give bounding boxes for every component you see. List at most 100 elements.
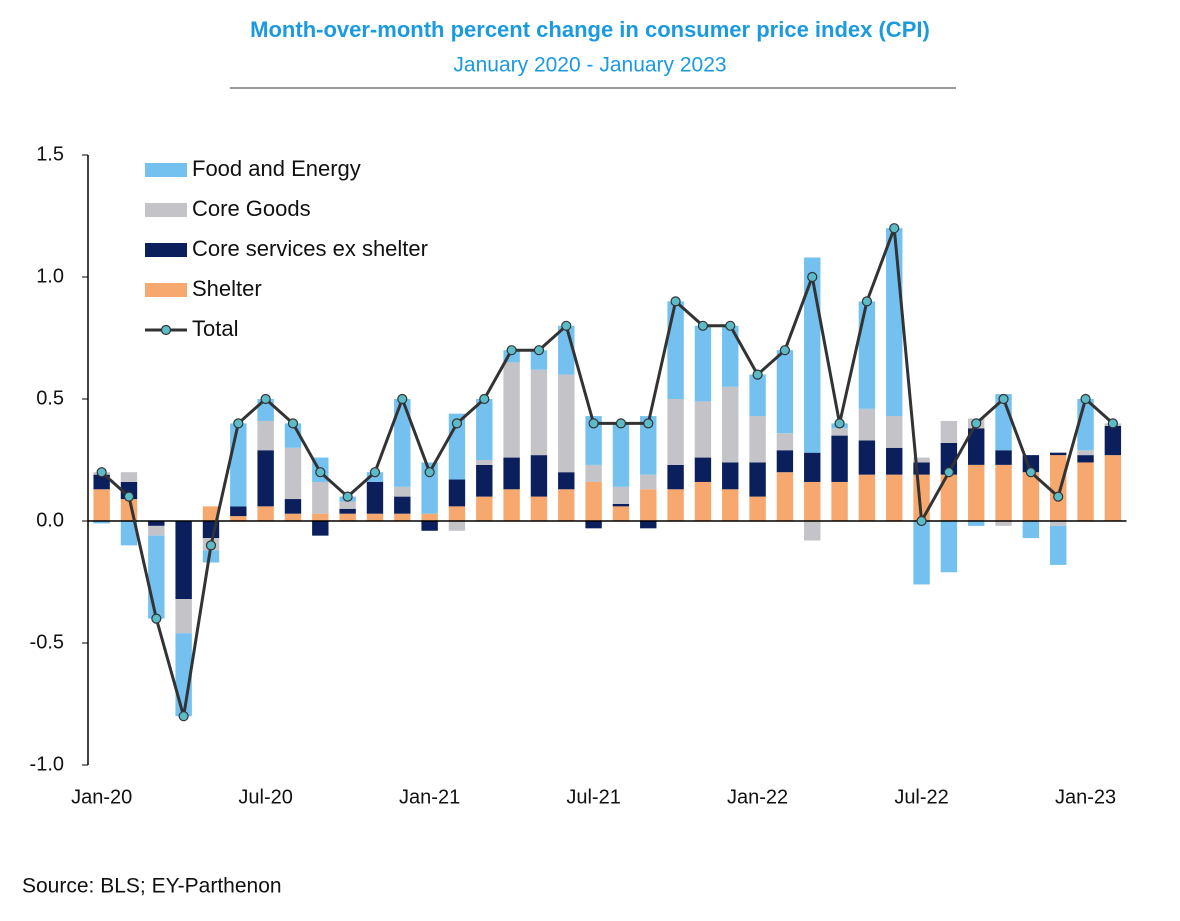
bar-segment: [612, 423, 630, 487]
bar-segment: [175, 599, 192, 634]
bar-segment: [366, 481, 384, 514]
x-tick-label: Jan-22: [727, 786, 788, 808]
bar-segment: [1077, 455, 1094, 463]
y-tick-label: 0.5: [36, 387, 64, 409]
legend-swatch: [145, 243, 187, 257]
bar-segment: [968, 521, 985, 526]
bar-segment: [585, 481, 602, 521]
bar-segment: [202, 550, 220, 563]
bar-segment: [776, 350, 794, 434]
total-marker: [807, 271, 818, 283]
bar-segment: [585, 521, 602, 529]
legend-label: Shelter: [192, 276, 262, 301]
bar-segment: [612, 503, 630, 507]
bar-segment: [230, 506, 247, 517]
bar-segment: [749, 496, 766, 521]
total-marker: [151, 613, 162, 624]
bar-segment: [831, 428, 848, 436]
bar-segment: [968, 428, 985, 465]
bar-segment: [995, 450, 1012, 465]
legend-label: Core services ex shelter: [192, 236, 428, 261]
bar-segment: [995, 464, 1012, 521]
y-tick-label: -1.0: [30, 753, 64, 775]
bar-segment: [558, 489, 575, 521]
total-marker: [943, 467, 954, 478]
total-marker: [971, 418, 982, 429]
bar-segment: [448, 479, 466, 507]
total-marker: [643, 418, 654, 429]
bar-segment: [284, 499, 302, 514]
y-tick-label: -0.5: [30, 631, 64, 653]
bar-segment: [257, 450, 274, 507]
bar-segment: [230, 423, 247, 507]
bar-segment: [394, 513, 411, 521]
x-tick-label: Jul-21: [566, 786, 620, 808]
legend-swatch: [145, 163, 187, 177]
total-marker: [1053, 491, 1064, 502]
bar-segment: [120, 521, 138, 546]
total-marker: [916, 515, 927, 527]
total-marker: [506, 345, 517, 356]
bar-segment: [776, 472, 794, 521]
bar-segment: [503, 362, 520, 458]
bar-segment: [640, 474, 657, 490]
bar-segment: [175, 521, 192, 600]
x-tick-label: Jul-20: [238, 786, 292, 808]
bar-segment: [722, 386, 739, 463]
y-tick-label: 1.5: [36, 143, 64, 165]
bar-segment: [421, 513, 438, 521]
bar-segment: [886, 228, 903, 417]
bar-segment: [93, 489, 110, 521]
total-marker: [233, 418, 244, 429]
bar-segment: [1077, 450, 1094, 456]
bar-segment: [585, 416, 602, 465]
bar-segment: [886, 474, 903, 521]
bar-segment: [202, 506, 220, 521]
x-tick-label: Jan-23: [1055, 786, 1116, 808]
bar-segment: [1022, 472, 1040, 521]
bar-segment: [530, 496, 548, 521]
bar-segment: [831, 435, 848, 482]
bar-segment: [1050, 455, 1067, 521]
bar-segment: [776, 433, 794, 451]
bar-segment: [448, 521, 466, 531]
bar-segment: [312, 521, 329, 536]
bar-segment: [667, 464, 684, 490]
bar-segment: [858, 301, 876, 409]
bar-segment: [312, 513, 329, 521]
bar-segment: [120, 472, 138, 482]
total-marker: [369, 467, 381, 478]
total-marker: [670, 296, 681, 307]
total-marker: [260, 393, 271, 405]
bar-segment: [257, 420, 274, 451]
bar-segment: [1077, 462, 1094, 521]
bar-segment: [1022, 521, 1040, 539]
chart-title: Month-over-month percent change in consu…: [250, 17, 930, 42]
bar-segment: [640, 489, 657, 521]
total-marker: [479, 393, 490, 405]
total-marker: [889, 223, 900, 234]
bar-segment: [93, 474, 110, 490]
bar-segment: [558, 374, 575, 473]
legend-swatch: [145, 283, 187, 297]
bar-segment: [612, 486, 630, 504]
bar-segment: [940, 420, 958, 443]
bar-segment: [667, 489, 684, 521]
source-note: Source: BLS; EY-Parthenon: [22, 875, 282, 898]
legend-label: Food and Energy: [192, 156, 361, 181]
bar-segment: [1104, 455, 1122, 521]
total-marker: [779, 345, 791, 356]
total-marker: [834, 418, 845, 429]
bar-segment: [804, 257, 821, 453]
bar-segment: [694, 325, 712, 402]
legend-label: Core Goods: [192, 196, 311, 221]
bar-segment: [284, 513, 302, 521]
bar-segment: [640, 416, 657, 475]
total-marker: [287, 418, 299, 429]
x-tick-label: Jan-20: [71, 786, 132, 808]
bar-segment: [558, 472, 575, 490]
bar-segment: [722, 462, 739, 490]
bar-segment: [530, 455, 548, 497]
total-marker: [96, 467, 107, 478]
bar-segment: [667, 399, 684, 465]
